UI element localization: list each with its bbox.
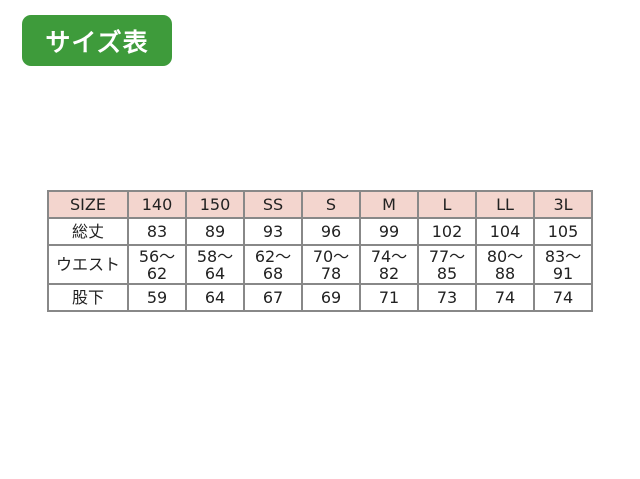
cell: 89 xyxy=(185,217,245,246)
table-row: 股下 59 64 67 69 71 73 74 74 xyxy=(47,283,593,312)
cell: 74 xyxy=(475,283,535,312)
cell: 3L xyxy=(533,190,593,219)
row-label: SIZE xyxy=(47,190,129,219)
cell: M xyxy=(359,190,419,219)
cell: 77〜 85 xyxy=(417,244,477,285)
cell: 74 xyxy=(533,283,593,312)
cell: 62〜 68 xyxy=(243,244,303,285)
table-row: ウエスト 56〜 62 58〜 64 62〜 68 70〜 78 74〜 82 77〜 85… xyxy=(47,244,593,285)
cell: L xyxy=(417,190,477,219)
cell: 93 xyxy=(243,217,303,246)
row-label: 総丈 xyxy=(47,217,129,246)
row-label: ウエスト xyxy=(47,244,129,285)
cell: 69 xyxy=(301,283,361,312)
cell: 64 xyxy=(185,283,245,312)
cell: 67 xyxy=(243,283,303,312)
cell: 99 xyxy=(359,217,419,246)
cell: 104 xyxy=(475,217,535,246)
header-row: SIZE 140 150 SS S M L LL 3L xyxy=(47,190,593,219)
cell: SS xyxy=(243,190,303,219)
cell: 83 xyxy=(127,217,187,246)
cell: S xyxy=(301,190,361,219)
cell: 102 xyxy=(417,217,477,246)
row-label: 股下 xyxy=(47,283,129,312)
table-row: 総丈 83 89 93 96 99 102 104 105 xyxy=(47,217,593,246)
cell: 140 xyxy=(127,190,187,219)
cell: 96 xyxy=(301,217,361,246)
cell: 70〜 78 xyxy=(301,244,361,285)
size-table: SIZE 140 150 SS S M L LL 3L 総丈 83 89 93 96 99 102 104 105… xyxy=(47,190,593,312)
cell: 59 xyxy=(127,283,187,312)
cell: LL xyxy=(475,190,535,219)
cell: 73 xyxy=(417,283,477,312)
size-chart-title: サイズ表 xyxy=(22,15,172,66)
cell: 58〜 64 xyxy=(185,244,245,285)
cell: 80〜 88 xyxy=(475,244,535,285)
cell: 71 xyxy=(359,283,419,312)
cell: 105 xyxy=(533,217,593,246)
cell: 83〜 91 xyxy=(533,244,593,285)
cell: 56〜 62 xyxy=(127,244,187,285)
cell: 74〜 82 xyxy=(359,244,419,285)
cell: 150 xyxy=(185,190,245,219)
